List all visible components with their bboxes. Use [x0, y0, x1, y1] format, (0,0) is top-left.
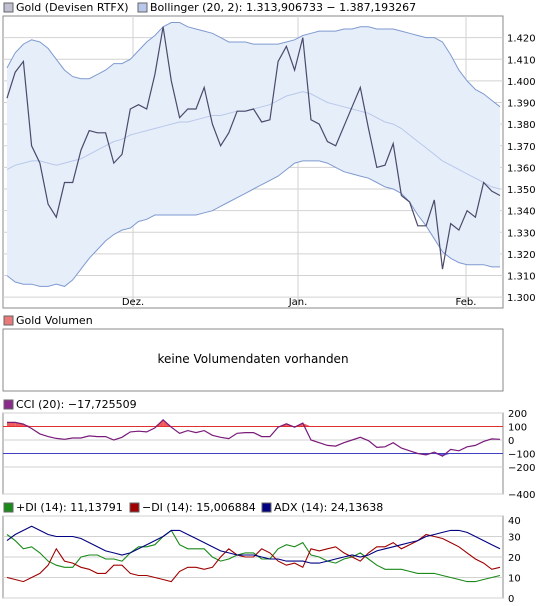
dmi-y-tick-label: 20 [508, 553, 521, 564]
dmi-legend: +DI (14): 11,13791 −DI (14): 15,006884 A… [3, 501, 383, 514]
cci-legend-label: CCI (20): −17,725509 [16, 398, 137, 411]
adx-line [6, 525, 501, 564]
price-plot-area [6, 22, 501, 287]
gold-legend-label: Gold (Devisen RTFX) [16, 1, 129, 14]
volume-legend-label: Gold Volumen [16, 314, 93, 327]
cci-oversold-fill [434, 453, 443, 457]
price-legend: Gold (Devisen RTFX) Bollinger (20, 2): 1… [3, 1, 416, 14]
price-x-tick-label: Feb. [456, 297, 477, 308]
bollinger-legend-swatch [137, 2, 148, 13]
dmi-y-tick-label: 40 [508, 516, 521, 527]
gold-legend-swatch [3, 2, 14, 13]
price-y-tick-label: 1.370 [507, 142, 536, 153]
volume-legend: Gold Volumen [3, 314, 93, 327]
price-y-tick-label: 1.420 [507, 34, 536, 45]
cci-y-tick-label: −200 [508, 463, 535, 474]
bollinger-legend-label: Bollinger (20, 2): 1.313,906733 − 1.387,… [150, 1, 416, 14]
price-y-tick-label: 1.380 [507, 120, 536, 131]
cci-legend-swatch [3, 399, 14, 410]
price-y-axis: 1.420 1.410 1.400 1.390 1.380 1.370 1.360 1.350… [507, 34, 536, 305]
plus-di-legend-swatch [3, 502, 14, 513]
plus-di-legend-label: +DI (14): 11,13791 [16, 501, 123, 514]
dmi-plot-area [6, 525, 501, 583]
price-y-tick-label: 1.390 [507, 99, 536, 110]
price-y-tick-label: 1.360 [507, 163, 536, 174]
dmi-y-tick-label: 30 [508, 533, 521, 544]
bollinger-lower-line [6, 160, 500, 287]
price-x-tick-label: Dez. [122, 297, 144, 308]
cci-overbought-fill [15, 422, 24, 427]
price-y-tick-label: 1.330 [507, 228, 536, 239]
dmi-y-tick-label: 0 [508, 594, 514, 605]
minus-di-legend-swatch [129, 502, 140, 513]
price-y-tick-label: 1.410 [507, 55, 536, 66]
plus-di-line [6, 529, 501, 583]
price-y-tick-label: 1.310 [507, 272, 536, 283]
price-y-tick-label: 1.400 [507, 77, 536, 88]
cci-legend: CCI (20): −17,725509 [3, 398, 137, 411]
bollinger-band-fill [7, 22, 500, 287]
minus-di-legend-label: −DI (14): 15,006884 [142, 501, 256, 514]
adx-legend-label: ADX (14): 24,13638 [274, 501, 383, 514]
price-y-tick-label: 1.350 [507, 185, 536, 196]
cci-grid [3, 412, 503, 495]
gold-price-line [6, 26, 501, 270]
cci-y-tick-label: 200 [508, 409, 527, 420]
bollinger-upper-line [6, 22, 501, 108]
price-x-tick-label: Jan. [288, 297, 308, 308]
price-y-tick-label: 1.340 [507, 207, 536, 218]
cci-y-tick-label: 100 [508, 423, 527, 434]
cci-y-tick-label: 0 [508, 436, 514, 447]
cci-y-tick-label: −100 [508, 450, 535, 461]
cci-y-axis: 200 100 0 −100 −200 −400 [508, 409, 535, 501]
cci-overbought-fill [7, 422, 16, 427]
dmi-y-tick-label: 10 [508, 574, 521, 585]
cci-overbought-fill [302, 423, 312, 427]
price-y-tick-label: 1.320 [507, 250, 536, 261]
price-x-axis: Dez. Jan. Feb. [122, 297, 477, 308]
cci-y-tick-label: −400 [508, 490, 535, 501]
cci-line [7, 418, 501, 457]
adx-legend-swatch [261, 502, 272, 513]
cci-plot-area [3, 418, 503, 457]
price-y-tick-label: 1.300 [507, 293, 536, 304]
no-volume-message: keine Volumendaten vorhanden [157, 352, 348, 366]
dmi-y-axis: 40 30 20 10 0 [508, 516, 521, 605]
volume-panel-frame [2, 328, 504, 392]
volume-legend-swatch [3, 315, 14, 326]
